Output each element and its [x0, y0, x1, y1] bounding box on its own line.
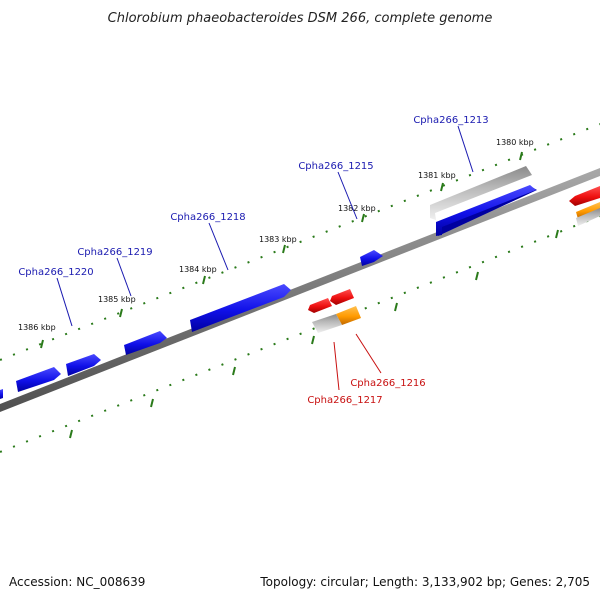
gene-cpha266-1213[interactable] — [436, 185, 536, 236]
map-title: Chlorobium phaeobacteroides DSM 266, com… — [108, 11, 493, 26]
gene-label-cpha266-1217[interactable]: Cpha266_1217 — [307, 395, 382, 406]
major-tick — [119, 308, 123, 318]
gene-cpha266-1219[interactable] — [124, 331, 167, 355]
gene-label-cpha266-1213[interactable]: Cpha266_1213 — [413, 115, 488, 126]
feature-cpha266-1217[interactable] — [312, 314, 342, 333]
major-tick — [40, 339, 44, 349]
rna-genes — [336, 202, 600, 325]
gene-edge-reverse[interactable] — [569, 186, 600, 206]
accession-text: Accession: NC_008639 — [9, 575, 145, 589]
major-tick — [475, 271, 479, 281]
leader-cpha266-1216 — [355, 333, 382, 374]
major-tick — [555, 229, 559, 239]
feature-edge[interactable] — [576, 208, 600, 226]
gene-label-cpha266-1220[interactable]: Cpha266_1220 — [18, 267, 93, 278]
major-tick — [394, 302, 398, 312]
outer-scale-ring — [0, 123, 600, 361]
scale-label: 1383 kbp — [259, 235, 297, 244]
scale-label: 1381 kbp — [418, 171, 456, 180]
gene-cpha266-1218[interactable] — [190, 284, 291, 332]
genome-summary-text: Topology: circular; Length: 3,133,902 bp… — [259, 575, 590, 589]
gene-label-cpha266-1219[interactable]: Cpha266_1219 — [77, 247, 152, 258]
gene-edge-forward[interactable] — [0, 389, 3, 399]
gene-cpha266-1215[interactable] — [360, 250, 383, 266]
gene-cpha266-1220[interactable] — [66, 354, 101, 376]
major-tick — [311, 335, 315, 345]
forward-genes — [0, 185, 537, 399]
gene-cpha266-1216[interactable] — [330, 289, 354, 305]
leader-cpha266-1215 — [337, 171, 358, 220]
major-tick — [282, 244, 286, 254]
leader-cpha266-1220 — [56, 277, 73, 327]
leader-cpha266-1217 — [333, 341, 340, 391]
scale-label: 1382 kbp — [338, 204, 376, 213]
major-tick — [440, 182, 444, 192]
major-tick — [519, 151, 523, 161]
major-tick — [361, 213, 365, 223]
inner-major-ticks — [69, 229, 559, 439]
label-leaders — [56, 125, 474, 391]
scale-label: 1384 kbp — [179, 265, 217, 274]
gene-label-cpha266-1216[interactable]: Cpha266_1216 — [350, 378, 425, 389]
inner-scale-ring — [0, 215, 600, 453]
genome-backbone — [0, 168, 600, 412]
outer-major-ticks — [40, 151, 523, 349]
gene-label-cpha266-1215[interactable]: Cpha266_1215 — [298, 161, 373, 172]
feature-cpha266-1213[interactable] — [430, 166, 532, 220]
major-tick — [150, 398, 154, 408]
scale-label: 1385 kbp — [98, 295, 136, 304]
leader-cpha266-1218 — [208, 222, 229, 271]
gene-orange-1216[interactable] — [336, 306, 361, 325]
major-tick — [202, 275, 206, 285]
major-tick — [232, 366, 236, 376]
gene-label-cpha266-1218[interactable]: Cpha266_1218 — [170, 212, 245, 223]
gene-cpha266-1217[interactable] — [308, 298, 332, 313]
major-tick — [69, 429, 73, 439]
gene-orange-edge[interactable] — [576, 202, 600, 219]
scale-label: 1380 kbp — [496, 138, 534, 147]
leader-cpha266-1213 — [457, 125, 474, 173]
scale-label: 1386 kbp — [18, 323, 56, 332]
reverse-genes — [308, 186, 600, 313]
gray-features — [312, 166, 600, 333]
gene-adjacent-forward[interactable] — [16, 367, 61, 392]
leader-cpha266-1219 — [116, 257, 132, 297]
